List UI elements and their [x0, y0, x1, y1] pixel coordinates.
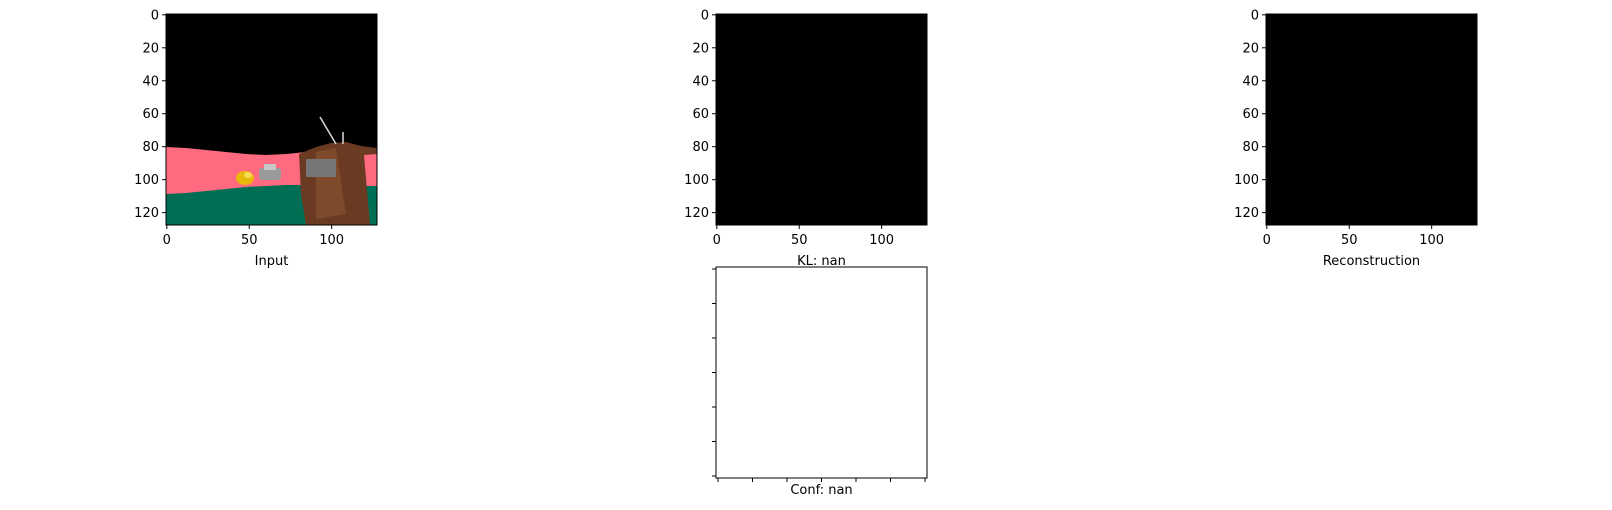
- input-ytick-label: 80: [142, 140, 159, 155]
- input-panel: [165, 13, 378, 226]
- reconstruction-ytick-label: 60: [1242, 107, 1259, 122]
- reconstruction-xtick-label: 0: [1263, 233, 1271, 248]
- kl-ytick-label: 120: [684, 206, 709, 221]
- reconstruction-ytick-label: 40: [1242, 74, 1259, 89]
- reconstruction-xtick-label: 50: [1341, 233, 1358, 248]
- input-image: [166, 14, 377, 225]
- reconstruction-ytick-label: 100: [1234, 173, 1259, 188]
- input-grey-vehicle: [259, 168, 281, 180]
- reconstruction-ytick-label: 120: [1234, 206, 1259, 221]
- kl-xtick-label: 0: [713, 233, 721, 248]
- input-grey-vehicle-top: [264, 164, 276, 170]
- input-xtick-label: 100: [319, 233, 344, 248]
- reconstruction-ticks: 0 50 100 0 20 40 60 80 100 120: [1234, 8, 1444, 248]
- kl-image: [716, 14, 927, 225]
- conf-ticks: [712, 268, 926, 482]
- kl-axes-frame: [715, 13, 928, 226]
- kl-panel: [715, 13, 928, 226]
- conf-caption: Conf: nan: [790, 483, 852, 498]
- kl-caption: KL: nan: [797, 254, 846, 269]
- input-ytick-label: 0: [151, 8, 159, 23]
- reconstruction-ytick-label: 20: [1242, 41, 1259, 56]
- input-ytick-label: 60: [142, 107, 159, 122]
- reconstruction-ytick-label: 80: [1242, 140, 1259, 155]
- input-antenna: [319, 116, 337, 145]
- kl-xtick-label: 100: [869, 233, 894, 248]
- kl-ytick-label: 20: [692, 41, 709, 56]
- kl-ytick-label: 40: [692, 74, 709, 89]
- reconstruction-image: [1266, 14, 1477, 225]
- reconstruction-axes-frame: [1265, 13, 1478, 226]
- kl-ticks: 0 50 100 0 20 40 60 80 100 120: [684, 8, 894, 248]
- input-xtick-label: 0: [163, 233, 171, 248]
- input-yellow-highlight: [244, 172, 252, 178]
- kl-ytick-label: 0: [701, 8, 709, 23]
- reconstruction-xtick-label: 100: [1419, 233, 1444, 248]
- conf-panel: [715, 266, 928, 479]
- reconstruction-ytick-label: 0: [1251, 8, 1259, 23]
- conf-image: [716, 267, 927, 478]
- reconstruction-panel: [1265, 13, 1478, 226]
- input-ytick-label: 100: [134, 173, 159, 188]
- input-caption: Input: [255, 254, 289, 269]
- input-ytick-label: 20: [142, 41, 159, 56]
- input-ticks: 0 50 100 0 20 40 60 80 100 120: [134, 8, 344, 248]
- kl-xtick-label: 50: [791, 233, 808, 248]
- reconstruction-caption: Reconstruction: [1323, 254, 1420, 269]
- input-ytick-label: 120: [134, 206, 159, 221]
- kl-ytick-label: 100: [684, 173, 709, 188]
- kl-ytick-label: 80: [692, 140, 709, 155]
- input-grey-panel: [306, 159, 336, 177]
- input-xtick-label: 50: [241, 233, 258, 248]
- kl-ytick-label: 60: [692, 107, 709, 122]
- input-axes-frame: [165, 13, 378, 226]
- input-ytick-label: 40: [142, 74, 159, 89]
